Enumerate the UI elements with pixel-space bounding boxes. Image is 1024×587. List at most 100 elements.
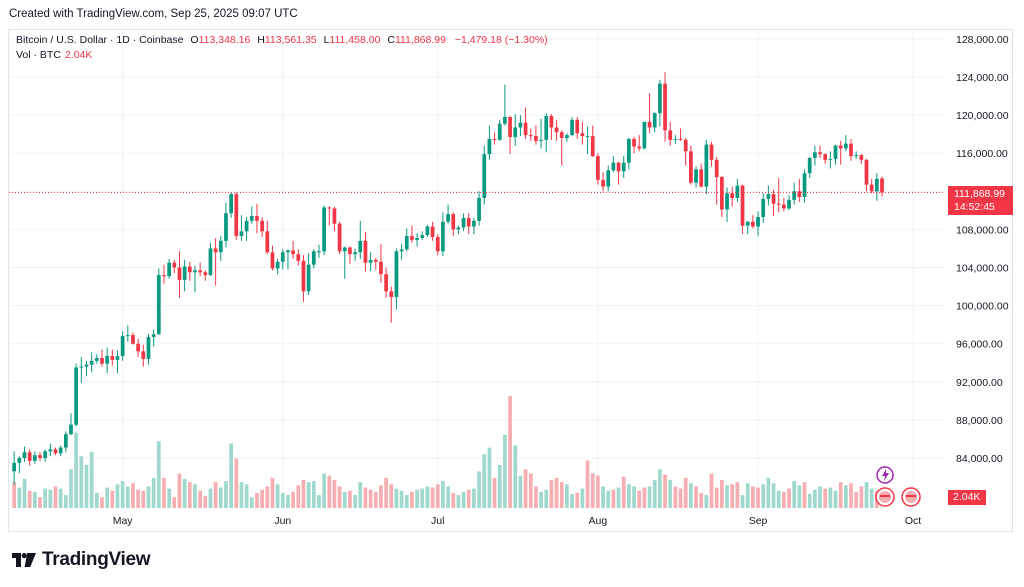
candle-body: [880, 178, 884, 193]
candle-body: [658, 83, 662, 114]
volume-bar: [213, 482, 218, 508]
candle-body: [513, 127, 518, 138]
volume-bar: [843, 485, 848, 508]
candle-body: [456, 227, 461, 230]
candle-body: [141, 351, 146, 359]
volume-bar: [570, 493, 574, 508]
candle-body: [828, 158, 833, 160]
candle-body: [565, 135, 569, 138]
volume-bar: [616, 487, 621, 508]
candle-body: [466, 217, 471, 227]
candle-body: [43, 451, 48, 458]
candle-body: [740, 185, 745, 226]
y-tick-label: 128,000.00: [956, 34, 1009, 46]
volume-bar: [823, 488, 828, 508]
candle-body: [162, 275, 166, 277]
volume-bar: [596, 475, 600, 508]
candle-body: [549, 116, 554, 128]
last-price-value: 111,868.99: [954, 188, 1005, 200]
volume-bar: [528, 473, 533, 508]
volume-bar: [658, 469, 662, 508]
candle-body: [683, 139, 688, 152]
volume-bar: [84, 464, 89, 508]
candle-body: [389, 291, 394, 298]
x-month-label: Jun: [274, 515, 291, 527]
tradingview-brand[interactable]: TradingView: [12, 549, 151, 571]
y-tick-label: 84,000.00: [956, 453, 1003, 465]
volume-bar: [53, 486, 58, 508]
volume-bar: [776, 490, 781, 508]
candle-body: [627, 138, 631, 163]
candle-body: [368, 259, 373, 263]
candle-body: [146, 337, 151, 359]
volume-bar: [379, 485, 383, 508]
volume-bar: [627, 484, 631, 508]
candle-body: [363, 240, 368, 263]
volume-bar: [415, 489, 419, 508]
volume-bar: [539, 491, 543, 508]
volume-bar: [812, 489, 817, 508]
volume-bar: [611, 489, 616, 508]
chart-legend: Bitcoin / U.S. Dollar · 1D · Coinbase O1…: [16, 33, 548, 63]
candle-body: [632, 138, 636, 147]
volume-bar: [399, 490, 404, 508]
volume-bar: [203, 496, 208, 508]
volume-bar: [193, 484, 197, 508]
legend-open-label: O: [190, 34, 199, 46]
volume-bar: [198, 490, 202, 508]
volume-bar: [239, 482, 244, 508]
candle-body: [843, 143, 848, 149]
volume-bar: [317, 495, 321, 508]
volume-bar: [141, 490, 146, 508]
candle-body: [399, 249, 404, 252]
volume-bar: [131, 483, 135, 508]
volume-bar: [472, 488, 476, 508]
volume-bar: [668, 479, 673, 508]
volume-bar: [477, 471, 481, 508]
volume-bar: [430, 487, 435, 508]
y-tick-label: 92,000.00: [956, 377, 1003, 389]
volume-bar: [120, 481, 125, 508]
candle-body: [89, 360, 94, 365]
volume-bar: [756, 487, 760, 508]
candle-body: [239, 231, 244, 237]
volume-bar: [787, 488, 791, 508]
legend-low-value: 111,458.00: [329, 34, 381, 46]
volume-bar: [69, 469, 73, 508]
volume-bar: [730, 484, 735, 508]
candle-body: [554, 127, 559, 133]
y-tick-label: 100,000.00: [956, 301, 1009, 313]
volume-bar: [327, 475, 332, 508]
candle-body: [776, 203, 781, 205]
candle-body: [415, 237, 419, 240]
volume-bar: [704, 495, 709, 508]
volume-bar: [435, 484, 440, 508]
volume-bar: [461, 491, 466, 508]
volume-bar: [342, 491, 347, 508]
volume-bar: [523, 469, 528, 508]
volume-bar: [590, 473, 595, 508]
volume-bar: [508, 395, 512, 508]
volume-bar: [146, 486, 151, 508]
candle-body: [596, 156, 600, 180]
candle-body: [100, 357, 104, 364]
candle-body: [725, 193, 729, 210]
volume-bar: [373, 491, 378, 508]
y-tick-label: 108,000.00: [956, 224, 1009, 236]
candle-body: [270, 252, 275, 269]
volume-bar: [606, 490, 611, 508]
volume-bar: [337, 486, 342, 508]
candle-body: [730, 193, 735, 198]
volume-bar: [492, 477, 497, 508]
volume-bar: [565, 484, 569, 508]
legend-volume-value: 2.04K: [64, 49, 93, 61]
volume-bar: [12, 482, 17, 508]
legend-open-value: 113,348.16: [198, 34, 251, 46]
last-price-label: 111,868.99 14:52:45: [948, 186, 1013, 215]
volume-bar: [694, 486, 698, 508]
candle-body: [327, 207, 332, 209]
volume-bar: [311, 481, 316, 508]
candle-body: [198, 270, 202, 273]
volume-bar: [353, 495, 357, 508]
